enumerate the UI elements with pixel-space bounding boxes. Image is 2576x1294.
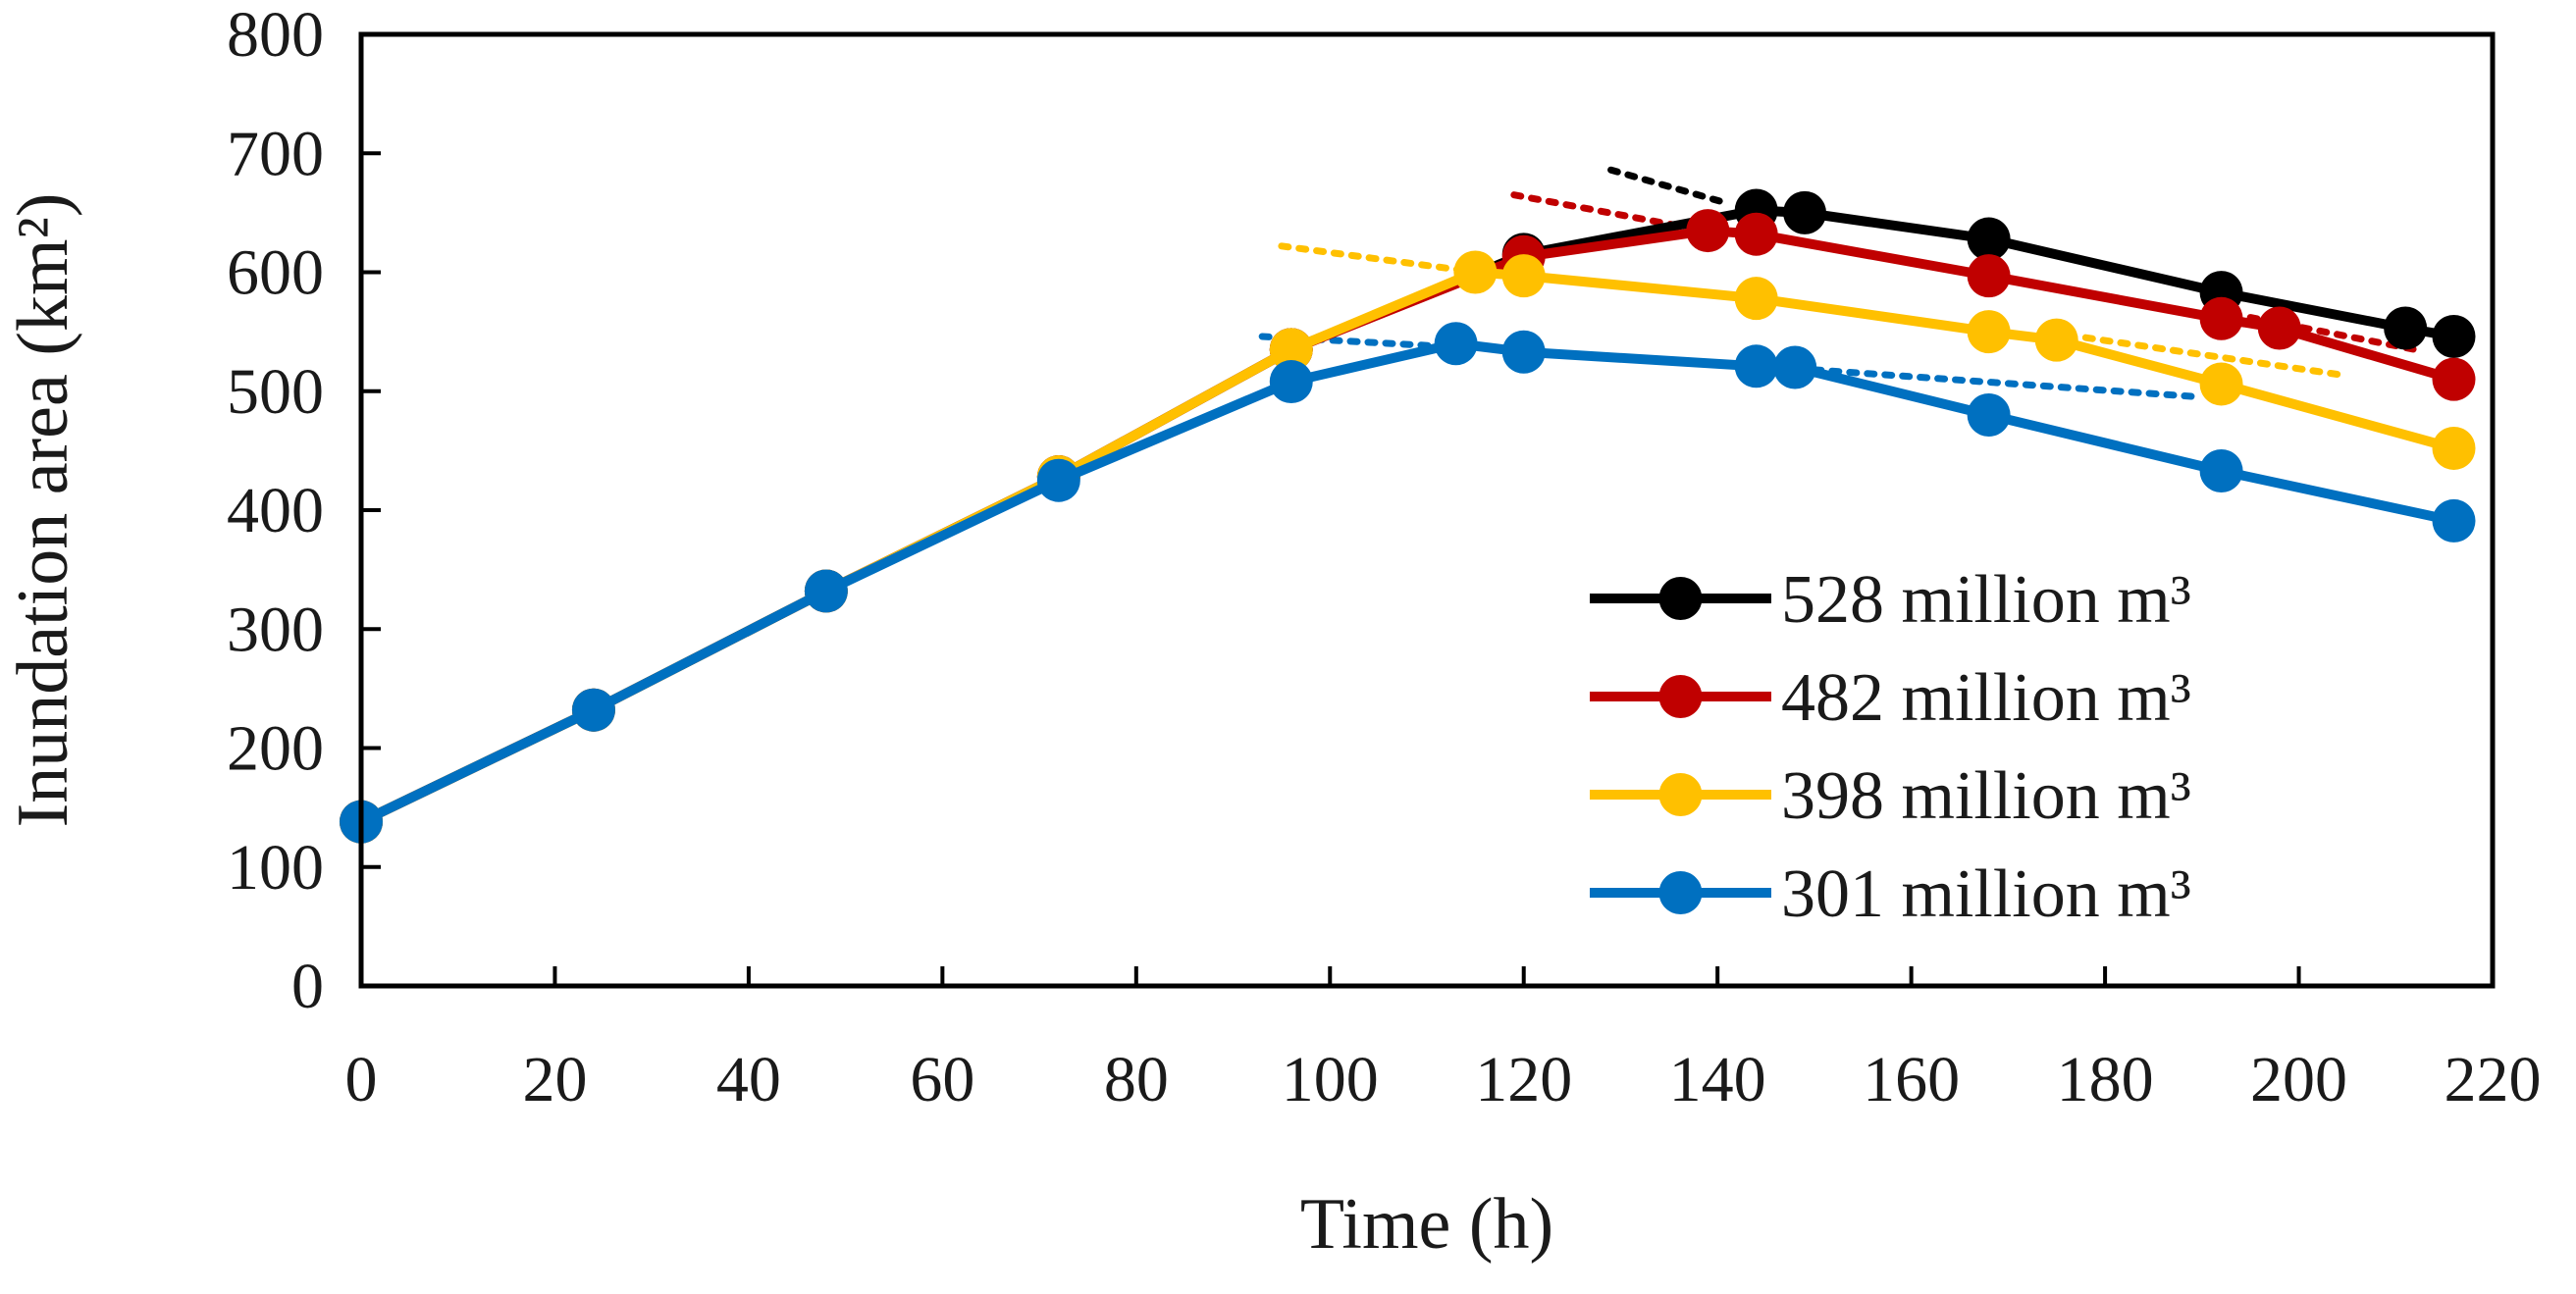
y-tick-label: 400 [227, 475, 324, 546]
legend-item: 482 million m³ [1590, 660, 2191, 736]
series-group [340, 322, 2476, 844]
data-point [2432, 426, 2476, 470]
y-tick-label: 700 [227, 118, 324, 189]
trend-line [1811, 366, 2206, 401]
x-tick-label: 40 [716, 1044, 781, 1115]
trend-line [1607, 166, 1731, 207]
legend-marker [1658, 675, 1703, 718]
y-tick-label: 300 [227, 594, 324, 665]
legend-marker [1658, 871, 1703, 914]
legend-label: 398 million m³ [1781, 758, 2191, 834]
trend-line [1278, 242, 1508, 280]
y-tick-label: 100 [227, 832, 324, 904]
trend-line [1258, 333, 1441, 350]
data-point [1686, 209, 1730, 253]
y-tick-label: 0 [291, 951, 324, 1022]
series-group [340, 188, 2476, 844]
legend-label: 301 million m³ [1781, 856, 2191, 932]
x-tick-label: 20 [522, 1044, 587, 1115]
data-point [1036, 458, 1080, 502]
data-point [1967, 393, 2011, 437]
data-point [571, 688, 615, 732]
x-tick-label: 220 [2445, 1044, 2542, 1115]
trend-line [2081, 334, 2351, 380]
data-point [1501, 330, 1546, 374]
y-tick-label: 800 [227, 0, 324, 71]
data-point [1967, 254, 2011, 298]
data-point [2432, 357, 2476, 401]
x-tick-label: 80 [1104, 1044, 1169, 1115]
data-point [2199, 362, 2243, 406]
data-point [2034, 318, 2078, 362]
data-point [2432, 498, 2476, 543]
y-axis-title: Inundation area (km²) [3, 193, 83, 828]
y-tick-label: 600 [227, 237, 324, 309]
axes: 0 20 40 60 80 100 120 140 160 180 200 220 0 100 200 300… [227, 0, 2542, 1115]
legend-item: 528 million m³ [1590, 562, 2191, 638]
data-point [1967, 217, 2011, 261]
legend-item: 301 million m³ [1590, 856, 2191, 932]
data-point [1734, 344, 1778, 388]
plot-frame [358, 31, 2496, 989]
data-point [1773, 345, 1817, 389]
y-tick-label: 500 [227, 356, 324, 428]
x-tick-label: 120 [1475, 1044, 1572, 1115]
legend: 528 million m³ 482 million m³ 398 million … [1590, 562, 2191, 932]
data-point [2432, 314, 2476, 358]
x-tick-label: 0 [345, 1044, 378, 1115]
data-point [1501, 254, 1546, 298]
data-point [2257, 306, 2301, 350]
legend-marker [1658, 577, 1703, 620]
data-point [1734, 277, 1778, 321]
x-axis-title: Time (h) [1300, 1184, 1553, 1265]
x-tick-label: 160 [1863, 1044, 1960, 1115]
data-point [2199, 296, 2243, 340]
x-tick-label: 100 [1282, 1044, 1379, 1115]
series-line [358, 338, 2455, 827]
legend-marker [1658, 773, 1703, 816]
data-point [1269, 328, 1313, 372]
x-tick-label: 200 [2250, 1044, 2347, 1115]
y-tick-label: 200 [227, 713, 324, 785]
data-series [340, 188, 2476, 844]
legend-label: 528 million m³ [1781, 562, 2191, 638]
data-point [804, 569, 848, 613]
series-group [340, 250, 2476, 844]
x-tick-label: 180 [2057, 1044, 2154, 1115]
data-point [1453, 250, 1498, 294]
data-point [2199, 448, 2243, 492]
data-point [1269, 360, 1313, 404]
data-point [2384, 306, 2428, 350]
legend-label: 482 million m³ [1781, 660, 2191, 736]
data-point [1783, 190, 1827, 234]
data-point [1967, 310, 2011, 354]
legend-item: 398 million m³ [1590, 758, 2191, 834]
x-tick-label: 140 [1669, 1044, 1766, 1115]
data-point [1734, 212, 1778, 256]
x-tick-label: 60 [910, 1044, 974, 1115]
data-point [1434, 322, 1478, 366]
